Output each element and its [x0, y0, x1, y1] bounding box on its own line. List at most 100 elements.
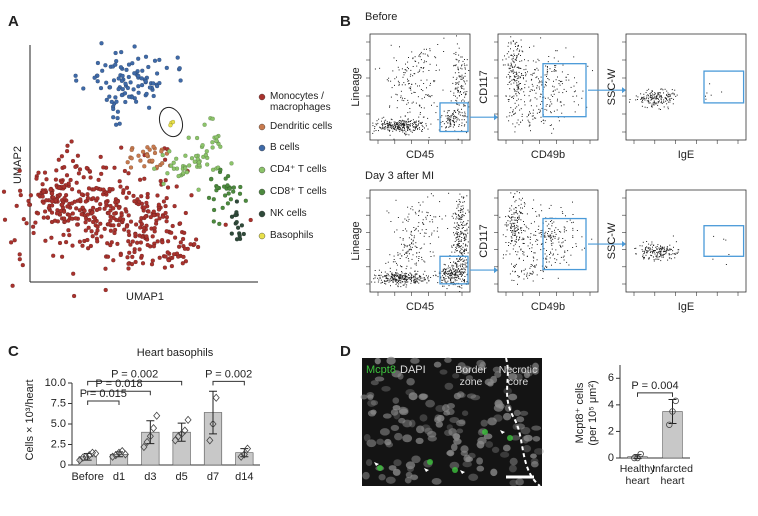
event-dot — [465, 115, 466, 117]
event-dot — [464, 276, 466, 277]
event-dot — [510, 54, 512, 56]
event-dot — [516, 55, 518, 57]
event-dot — [533, 252, 535, 254]
event-dot — [514, 243, 516, 245]
event-dot — [445, 130, 447, 132]
event-dot — [461, 275, 463, 276]
event-dot — [448, 265, 449, 267]
event-dot — [453, 261, 455, 263]
event-dot — [550, 237, 552, 239]
event-dot — [518, 239, 519, 241]
event-dot — [406, 284, 408, 286]
event-dot — [460, 56, 462, 58]
umap-cell — [234, 219, 239, 225]
event-dot — [573, 56, 575, 58]
gate-arrowhead — [494, 267, 498, 274]
event-dot — [451, 265, 453, 267]
event-dot — [419, 279, 421, 281]
event-dot — [660, 88, 662, 90]
event-dot — [520, 228, 522, 230]
event-dot — [512, 248, 514, 250]
event-dot — [640, 93, 642, 95]
event-dot — [422, 223, 424, 225]
event-dot — [408, 275, 410, 276]
event-dot — [461, 122, 463, 124]
event-dot — [546, 250, 547, 251]
event-dot — [665, 98, 667, 99]
event-dot — [405, 272, 407, 274]
event-dot — [448, 115, 449, 117]
event-dot — [538, 60, 540, 62]
event-dot — [664, 253, 666, 255]
event-dot — [400, 282, 402, 284]
event-dot — [423, 107, 425, 109]
event-dot — [408, 83, 410, 84]
event-dot — [426, 48, 427, 50]
event-dot — [459, 92, 461, 94]
event-dot — [642, 98, 644, 100]
event-dot — [463, 119, 465, 121]
significance-bracket — [87, 390, 151, 396]
event-dot — [421, 259, 423, 261]
event-dot — [653, 244, 655, 246]
umap-cell — [136, 73, 141, 79]
nucleus — [525, 369, 533, 377]
event-dot — [527, 60, 529, 62]
event-dot — [382, 125, 384, 127]
event-dot — [457, 91, 459, 93]
event-dot — [458, 243, 460, 244]
event-dot — [415, 282, 417, 284]
event-dot — [527, 236, 529, 238]
event-dot — [390, 276, 392, 277]
event-dot — [418, 215, 420, 216]
event-dot — [512, 232, 514, 234]
event-dot — [460, 205, 462, 207]
umap-cell — [103, 266, 108, 271]
nucleus — [452, 433, 461, 440]
event-dot — [389, 121, 391, 123]
umap-cell — [162, 157, 168, 163]
event-dot — [517, 98, 519, 100]
event-dot — [404, 278, 406, 280]
event-dot — [455, 58, 457, 60]
event-dot — [390, 285, 391, 287]
event-dot — [517, 283, 518, 285]
event-dot — [408, 244, 410, 246]
event-dot — [646, 89, 648, 91]
event-dot — [457, 244, 459, 246]
event-dot — [421, 256, 423, 258]
event-dot — [392, 280, 394, 282]
event-dot — [401, 123, 403, 125]
nucleus — [477, 436, 487, 445]
legend-label: NK cells — [270, 208, 307, 219]
event-dot — [535, 264, 537, 266]
event-dot — [539, 111, 541, 113]
event-dot — [456, 258, 458, 259]
event-dot — [462, 209, 464, 211]
event-dot — [460, 221, 462, 223]
event-dot — [430, 82, 431, 84]
umap-cell — [217, 221, 222, 227]
event-dot — [467, 252, 469, 254]
event-dot — [419, 105, 421, 107]
event-dot — [520, 77, 521, 79]
event-dot — [406, 279, 408, 281]
event-dot — [566, 261, 568, 263]
event-dot — [461, 284, 463, 286]
umap-cell — [107, 186, 112, 192]
umap-cell — [146, 64, 151, 70]
event-dot — [534, 69, 536, 71]
event-dot — [663, 246, 665, 248]
event-dot — [535, 117, 537, 119]
event-dot — [510, 71, 512, 73]
event-dot — [410, 123, 412, 125]
event-dot — [465, 238, 467, 240]
event-dot — [514, 42, 516, 44]
event-dot — [442, 275, 444, 277]
event-dot — [428, 280, 430, 282]
umap-cell — [171, 166, 177, 171]
nucleus — [446, 402, 455, 409]
event-dot — [457, 261, 459, 262]
event-dot — [380, 282, 382, 284]
event-dot — [658, 247, 660, 249]
